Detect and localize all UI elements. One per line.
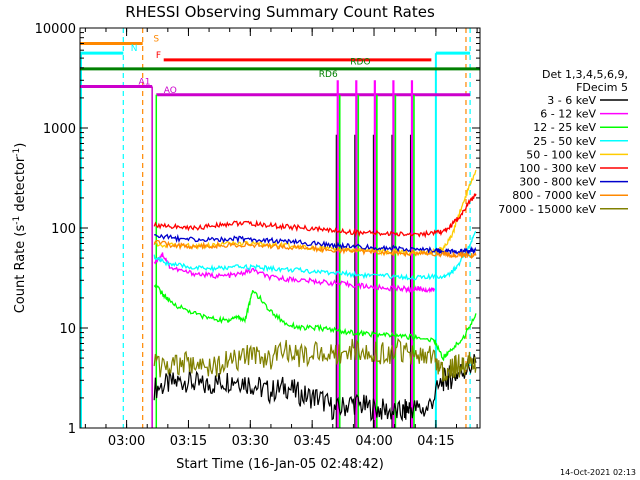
y-tick-label: 1 <box>68 422 76 437</box>
y-axis-label-exp2: -1 <box>12 148 22 157</box>
y-tick-label: 10000 <box>35 22 76 37</box>
state-bar-label: AO <box>164 86 177 96</box>
state-bar-label: F <box>156 51 161 61</box>
legend-entry-label: 6 - 12 keV <box>540 108 596 121</box>
y-axis-label-main: Count Rate (s <box>13 225 28 314</box>
series-line <box>153 193 477 239</box>
x-tick-label: 04:00 <box>355 434 392 449</box>
legend-entry-label: 800 - 7000 keV <box>512 189 596 202</box>
y-tick-label: 1000 <box>43 122 76 137</box>
plot-area: S N F A1 AO RD6 RDO 03:00 03:15 03:30 03:45 04:00 04… <box>35 22 481 449</box>
y-axis-label-mid: detector <box>13 156 28 216</box>
series-line <box>153 337 477 382</box>
footer-date: 14-Oct-2021 02:13 <box>560 468 636 477</box>
x-tick-label: 04:15 <box>417 434 454 449</box>
legend-entry-label: 7000 - 15000 keV <box>498 203 596 216</box>
annotation-label: RD6 <box>319 70 338 80</box>
legend-header: FDecim 5 <box>576 81 628 94</box>
x-tick-label: 03:00 <box>108 434 145 449</box>
series-line <box>153 230 477 281</box>
legend-entry-label: 12 - 25 keV <box>533 121 596 134</box>
legend-entry-label: 50 - 100 keV <box>526 148 596 161</box>
series-line <box>154 233 477 256</box>
y-tick-label: 100 <box>51 222 76 237</box>
series-line <box>153 284 477 362</box>
x-axis-label: Start Time (16-Jan-05 02:48:42) <box>176 457 384 472</box>
annotation-label: RDO <box>350 58 370 68</box>
legend-entry-label: 300 - 800 keV <box>519 176 596 189</box>
state-bar-label: A1 <box>139 78 151 88</box>
plot-inner <box>80 28 480 428</box>
x-tick-label: 03:15 <box>170 434 207 449</box>
legend-entry-label: 3 - 6 keV <box>547 94 596 107</box>
x-tick-label: 03:45 <box>293 434 330 449</box>
legend-entry-label: 100 - 300 keV <box>519 162 596 175</box>
chart-title: RHESSI Observing Summary Count Rates <box>125 3 435 21</box>
x-tick-label: 03:30 <box>232 434 269 449</box>
series-line <box>153 239 477 260</box>
y-axis-label: Count Rate (s-1 detector-1) <box>12 143 28 314</box>
state-bar-label: S <box>153 34 159 44</box>
state-bar-label: N <box>131 44 138 54</box>
y-tick-label: 10 <box>59 322 76 337</box>
y-axis-label-end: ) <box>13 143 28 148</box>
y-axis-label-exp1: -1 <box>12 216 22 225</box>
series-line <box>153 354 477 422</box>
legend-header: Det 1,3,4,5,6,9, <box>542 68 628 81</box>
legend-entry-label: 25 - 50 keV <box>533 135 596 148</box>
series-line <box>153 252 436 294</box>
